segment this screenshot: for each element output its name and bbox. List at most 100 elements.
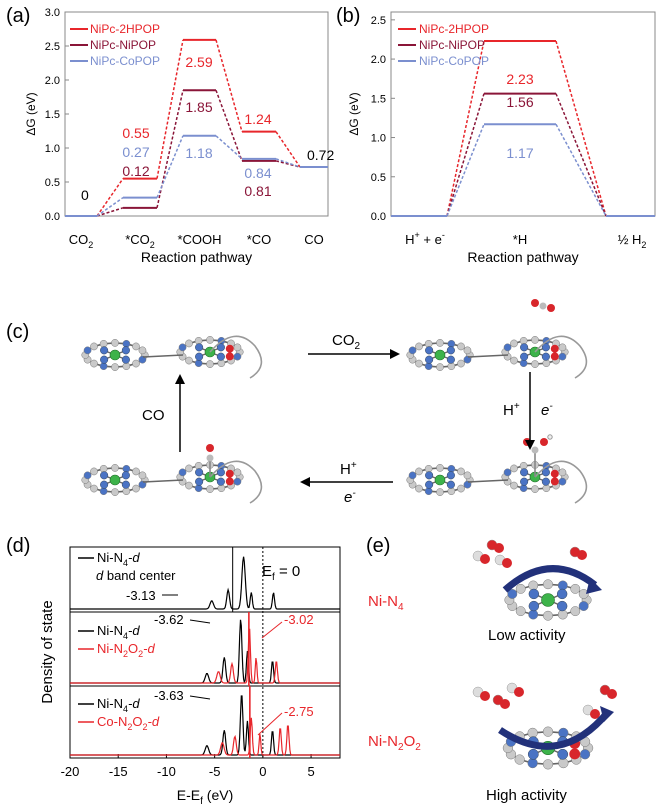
nitrogen-atom <box>579 749 591 760</box>
oxygen-atom <box>547 304 555 312</box>
x-tick-label-d: -10 <box>157 764 176 779</box>
carbon-atom <box>510 481 518 490</box>
carbon-atom <box>415 342 423 351</box>
y-tick-label-a: 1.5 <box>45 109 60 121</box>
arrow-bottom-h: H+ <box>340 460 357 478</box>
nitrogen-atom <box>520 352 529 361</box>
oxygen-atom <box>502 558 512 568</box>
connector-b-NiPc-NiPOP-1 <box>555 93 607 217</box>
anno-nipop-cooh: 1.85 <box>185 99 212 115</box>
x-tick-label-a: *COOH <box>177 232 221 247</box>
panel-label-d: (d) <box>6 535 30 557</box>
nitrogen-atom <box>507 589 518 599</box>
t: 2 <box>127 722 132 732</box>
t: Ni-N <box>97 550 123 565</box>
arrow-right-h: H+ <box>503 401 520 419</box>
t: -d <box>128 623 140 638</box>
dos-ni-n2o2 <box>70 628 340 684</box>
linker-bond <box>467 479 509 483</box>
carbon-atom <box>138 471 147 480</box>
flow-arrow <box>502 565 598 593</box>
carbon-atom <box>111 339 119 347</box>
carbon-atom <box>138 346 147 355</box>
carbon-atom <box>463 471 472 480</box>
nitrogen-atom <box>556 600 568 612</box>
anno-copop-cooh: 1.18 <box>185 145 212 161</box>
anno-nipop-co: 0.81 <box>244 183 271 199</box>
nitrogen-atom <box>558 477 567 486</box>
nitrogen-atom <box>408 346 417 355</box>
connector-NiPc-2HPOP-3 <box>275 131 301 168</box>
nitrogen-atom <box>178 343 187 352</box>
nitrogen-atom <box>446 355 455 364</box>
legend-label-d: Ni-N2O2-d <box>97 641 155 659</box>
ni-atom <box>434 349 446 361</box>
carbon-atom <box>557 609 568 620</box>
carbon-atom <box>90 342 98 351</box>
x-tick-sub: 2 <box>88 240 93 250</box>
carbon-atom <box>436 339 444 347</box>
nitrogen-atom <box>528 609 539 620</box>
x-tick-label-a: CO2 <box>69 232 94 250</box>
y-tick-label-b: 2.0 <box>371 54 386 66</box>
t: -d <box>148 714 160 729</box>
t: - <box>442 230 445 240</box>
chart-a: 0.00.51.01.52.02.53.0ΔG (eV)CO2 *CO2 *COOH… <box>24 7 334 265</box>
y-axis-label-d: Density of state <box>39 600 56 703</box>
t: H <box>405 232 414 247</box>
x-tick-label-b-1: *H <box>513 232 527 247</box>
subplot-frame <box>69 685 341 759</box>
carbon-atom <box>436 363 444 371</box>
t: -d <box>128 696 140 711</box>
t: -d <box>143 641 155 656</box>
nitrogen-atom <box>520 468 529 477</box>
flow-arrow-head <box>586 578 602 594</box>
nitrogen-atom <box>557 580 568 591</box>
carbon-atom <box>111 464 119 472</box>
carbon-atom <box>233 343 242 352</box>
x-tick-main: CO <box>304 232 324 247</box>
x-tick-sub: 2 <box>150 240 155 250</box>
molecule-bottom-right <box>406 434 588 504</box>
x-tick-label-d: 5 <box>307 764 314 779</box>
legend-label-d: Co-N2O2-d <box>97 714 160 732</box>
t: Ni-N <box>97 623 123 638</box>
carbon-atom <box>185 339 193 348</box>
nitrogen-atom <box>527 757 538 769</box>
nitrogen-atom <box>425 346 434 355</box>
pointer <box>257 712 283 736</box>
dos-ni-n4-a <box>70 556 340 610</box>
nitrogen-atom <box>100 346 109 355</box>
oxygen-atom <box>225 477 234 486</box>
nitrogen-atom <box>100 355 109 364</box>
carbon-atom <box>206 454 214 462</box>
carbon-atom <box>457 467 465 476</box>
carbon-atom <box>515 606 526 617</box>
carbon-atom <box>542 726 554 737</box>
oxygen-atom <box>225 352 234 361</box>
nitrogen-atom <box>100 480 109 489</box>
carbon-atom <box>415 484 423 493</box>
nitrogen-atom <box>503 343 512 352</box>
nitrogen-atom <box>463 480 472 489</box>
nitrogen-atom <box>527 748 539 760</box>
molecule-ni-n2o2 <box>472 682 617 770</box>
carbon-atom <box>543 579 553 590</box>
carbon-atom <box>578 589 589 599</box>
oxygen-atom <box>577 550 587 560</box>
carbon-atom <box>436 464 444 472</box>
nitrogen-atom <box>195 477 204 486</box>
oxygen-atom <box>607 689 617 699</box>
carbon-atom <box>132 484 140 493</box>
nitrogen-atom <box>233 477 242 486</box>
connector-NiPc-CoPOP-3 <box>275 158 301 168</box>
anno-copop-co: 0.84 <box>244 165 271 181</box>
oxygen-atom <box>550 344 559 353</box>
oxygen-atom <box>480 691 490 701</box>
carbon-atom <box>558 757 569 769</box>
arrow-left-head <box>175 374 185 384</box>
t: Ni-N <box>97 696 123 711</box>
nitrogen-atom <box>558 727 569 739</box>
chart-d: -20 -15 -10 -5 0 5E-Ef (eV)Density of stateNi… <box>39 546 341 807</box>
